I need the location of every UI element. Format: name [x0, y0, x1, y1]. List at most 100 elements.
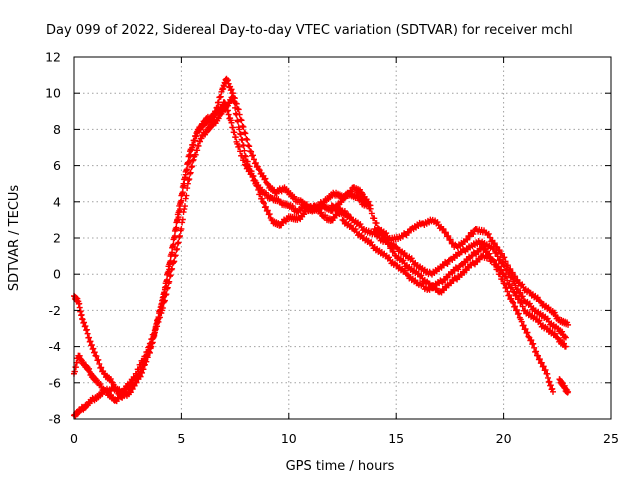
data-point	[177, 199, 184, 206]
data-point	[380, 231, 387, 238]
data-point	[497, 256, 504, 263]
data-point	[169, 265, 176, 272]
data-point	[154, 323, 161, 330]
data-point	[239, 123, 246, 130]
data-point	[476, 256, 483, 263]
data-point	[519, 281, 526, 288]
y-tick-label: 4	[53, 194, 61, 209]
data-point	[499, 270, 506, 277]
data-point	[509, 269, 516, 276]
y-axis-label: SDTVAR / TECUs	[7, 185, 22, 292]
data-point	[498, 250, 505, 257]
data-point	[236, 126, 243, 133]
data-point	[93, 353, 100, 360]
data-point	[186, 176, 193, 183]
data-point	[518, 318, 525, 325]
data-point	[551, 309, 558, 316]
data-point	[175, 209, 182, 216]
data-point	[445, 232, 452, 239]
data-point	[252, 178, 259, 185]
data-point	[405, 229, 412, 236]
data-point	[447, 236, 454, 243]
data-point	[190, 156, 197, 163]
data-point	[498, 266, 505, 273]
data-point	[470, 231, 477, 238]
data-point	[550, 388, 557, 395]
data-point	[179, 216, 186, 223]
data-point	[262, 175, 269, 182]
data-point	[512, 273, 519, 280]
data-point	[554, 334, 561, 341]
data-point	[528, 337, 535, 344]
data-point	[507, 265, 514, 272]
data-point	[244, 136, 251, 143]
data-point	[513, 306, 520, 313]
data-point	[189, 141, 196, 148]
data-point	[266, 211, 273, 218]
data-point	[156, 314, 163, 321]
data-point	[84, 330, 91, 337]
data-point	[560, 340, 567, 347]
data-point	[234, 118, 241, 125]
tick-labels: 0 5 10 15 20 25 -8 -6 -4 -2 0 2 4 6 8 10 12	[45, 50, 619, 447]
data-point	[179, 219, 186, 226]
data-point	[171, 234, 178, 241]
data-point	[506, 292, 513, 299]
data-point	[135, 366, 142, 373]
data-point	[98, 364, 105, 371]
data-point	[212, 108, 219, 115]
data-point	[549, 385, 556, 392]
data-point	[242, 153, 249, 160]
data-point	[217, 93, 224, 100]
series-track-g	[371, 225, 569, 350]
series-track-c	[71, 93, 352, 405]
data-point	[544, 370, 551, 377]
data-point	[171, 258, 178, 265]
data-point	[189, 163, 196, 170]
x-tick-label: 0	[70, 431, 78, 446]
data-point	[174, 216, 181, 223]
data-point	[442, 229, 449, 236]
data-point	[173, 246, 180, 253]
data-point	[151, 331, 158, 338]
data-point	[562, 343, 569, 350]
data-point	[373, 220, 380, 227]
series-track-h	[556, 376, 572, 396]
data-point	[228, 119, 235, 126]
data-point	[181, 203, 188, 210]
data-point	[248, 168, 255, 175]
data-point	[235, 106, 242, 113]
data-point	[147, 340, 154, 347]
data-point	[362, 198, 369, 205]
data-point	[137, 361, 144, 368]
data-point	[540, 363, 547, 370]
data-point	[562, 334, 569, 341]
data-point	[547, 382, 554, 389]
data-point	[172, 252, 179, 259]
x-axis-label: GPS time / hours	[286, 459, 395, 474]
data-point	[530, 340, 537, 347]
x-tick-label: 5	[177, 431, 185, 446]
data-point	[129, 379, 136, 386]
data-point	[133, 370, 140, 377]
data-point	[182, 195, 189, 202]
data-point	[186, 170, 193, 177]
data-point	[191, 137, 198, 144]
data-point	[524, 329, 531, 336]
data-point	[510, 299, 517, 306]
data-point	[501, 254, 508, 261]
data-point	[357, 221, 364, 228]
data-point	[197, 138, 204, 145]
data-point	[412, 277, 419, 284]
data-point	[455, 266, 462, 273]
data-point	[485, 230, 492, 237]
series-track-f	[354, 189, 572, 328]
data-point	[168, 251, 175, 258]
data-point	[161, 297, 168, 304]
data-point	[251, 177, 258, 184]
data-point	[252, 159, 259, 166]
data-point	[179, 190, 186, 197]
data-point	[189, 157, 196, 164]
data-point	[533, 348, 540, 355]
data-point	[514, 286, 521, 293]
